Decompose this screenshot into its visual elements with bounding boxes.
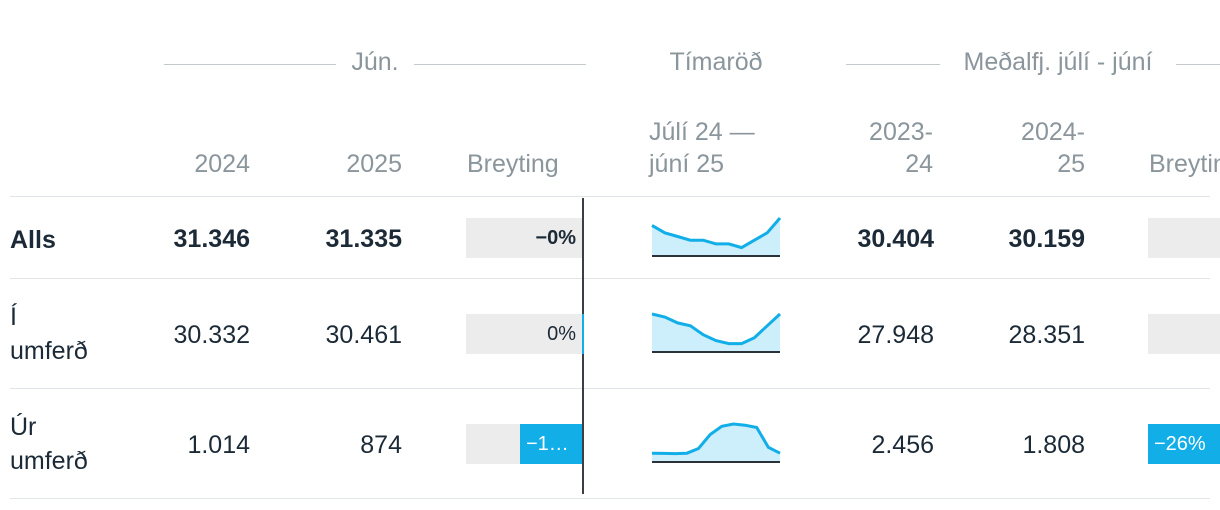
row-alls-avg-2024-25: 30.159 — [1008, 225, 1085, 253]
row-label-ur-umferd-line2: umferð — [10, 447, 88, 475]
row-label-alls: Alls — [10, 226, 56, 254]
col-header-series-line1: Júlí 24 — — [649, 118, 755, 146]
row-label-i-umferd-line1: Í — [10, 303, 17, 331]
row-ur-umferd-change-bar — [520, 424, 582, 464]
row-alls-2025: 31.335 — [325, 225, 402, 253]
row-i-umferd-change2-bar-bg — [1148, 314, 1220, 354]
row-ur-umferd-avg-2023-24: 2.456 — [871, 431, 934, 459]
col-header-avg-2024-25: 2024- 25 — [985, 116, 1085, 180]
month-group-line-left — [164, 64, 336, 65]
row-i-umferd-2024: 30.332 — [173, 321, 250, 349]
row-i-umferd-avg-2023-24: 27.948 — [857, 321, 934, 349]
row-ur-umferd-sparkline — [651, 422, 781, 463]
col-header-series: Júlí 24 — júní 25 — [649, 116, 809, 180]
row-ur-umferd-avg-2024-25: 1.808 — [1022, 431, 1085, 459]
row-alls-sparkline — [651, 217, 782, 257]
col-header-series-line2: júní 25 — [649, 150, 725, 178]
row-i-umferd-change-bar-bg — [466, 314, 582, 354]
row-alls-avg-2023-24: 30.404 — [857, 225, 934, 253]
col-header-avg-2023-24: 2023- 24 — [833, 116, 933, 180]
row-alls-change-bar-bg — [466, 218, 582, 258]
col-header-2024: 2024 — [194, 150, 250, 178]
month-group-header: Jún. — [351, 48, 399, 76]
timeseries-group-header: Tímaröð — [669, 48, 763, 76]
row-separator — [10, 388, 1210, 389]
col-header-change: Breyting — [467, 150, 559, 178]
row-i-umferd-change-label: 0% — [547, 323, 576, 345]
col-header-avg-2024-25-line2: 25 — [1057, 150, 1085, 178]
col-header-avg-2023-24-line2: 24 — [905, 150, 933, 178]
row-i-umferd-change-bar — [582, 314, 584, 354]
col-header-change2: Breyting — [1149, 150, 1220, 178]
row-alls-change2-bar-bg — [1148, 218, 1220, 258]
row-label-i-umferd-line2: umferð — [10, 337, 88, 365]
col-header-avg-2024-25-line1: 2024- — [1021, 118, 1085, 146]
row-label-ur-umferd: Úr umferð — [10, 410, 88, 478]
month-group-line-right — [414, 64, 586, 65]
row-ur-umferd-2025: 874 — [360, 431, 402, 459]
row-ur-umferd-2024: 1.014 — [187, 431, 250, 459]
row-separator — [10, 196, 1210, 197]
average-group-header: Meðalfj. júlí - júní — [963, 48, 1153, 76]
row-alls-2024: 31.346 — [173, 225, 250, 253]
average-group-line-left — [846, 64, 940, 65]
row-separator — [10, 498, 1210, 499]
sparkline-area — [652, 218, 780, 256]
sparkline-line — [651, 422, 781, 456]
sparkline-area — [652, 314, 780, 352]
sparkline-line — [651, 312, 782, 346]
row-i-umferd-sparkline — [651, 312, 782, 353]
row-label-i-umferd: Í umferð — [10, 300, 88, 368]
row-alls-change-label: −0% — [535, 227, 576, 249]
row-i-umferd-2025: 30.461 — [325, 321, 402, 349]
row-separator — [10, 278, 1210, 279]
row-ur-umferd-change2-label: −26% — [1154, 433, 1206, 455]
row-label-ur-umferd-line1: Úr — [10, 413, 37, 441]
row-ur-umferd-change-label: −1… — [526, 433, 569, 455]
col-header-2025: 2025 — [346, 150, 402, 178]
row-ur-umferd-change2-bar — [1148, 424, 1220, 464]
row-i-umferd-avg-2024-25: 28.351 — [1008, 321, 1085, 349]
average-group-line-right — [1176, 64, 1220, 65]
sparkline-line — [651, 217, 782, 250]
sparkline-area — [652, 424, 780, 462]
col-header-avg-2023-24-line1: 2023- — [869, 118, 933, 146]
